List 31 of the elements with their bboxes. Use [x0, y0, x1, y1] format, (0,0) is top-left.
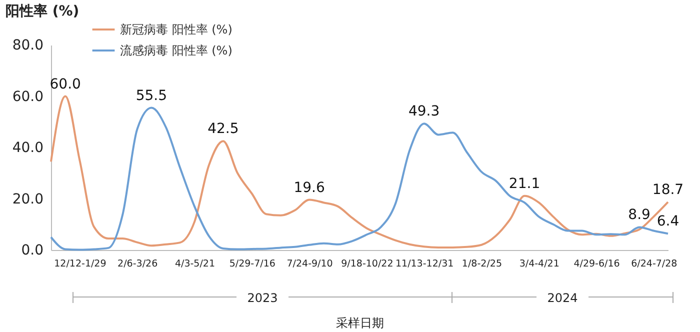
- text: 2023: [247, 291, 278, 305]
- data-label: 6.4: [656, 214, 680, 230]
- data-label: 42.5: [208, 121, 239, 138]
- text: 2024: [547, 291, 578, 305]
- x-tick-label: 3/4-4/21: [519, 258, 560, 270]
- legend-label: 新冠病毒 阳性率 (%): [120, 22, 232, 36]
- x-tick-label: 11/13-12/31: [395, 258, 454, 270]
- legend-label: 流感病毒 阳性率 (%): [120, 44, 232, 58]
- x-tick-label: 6/24-7/28: [631, 258, 678, 270]
- x-axis-title: 采样日期: [336, 316, 384, 330]
- data-label: 18.7: [652, 182, 684, 198]
- x-tick-label: 5/29-7/16: [229, 258, 276, 270]
- x-tick-label: 1/8-2/25: [462, 258, 502, 270]
- data-label: 21.1: [508, 176, 540, 192]
- y-tick-label: 40.0: [12, 140, 44, 156]
- x-tick-label: 12/12-1/29: [54, 258, 106, 270]
- y-tick-label: 60.0: [12, 88, 44, 105]
- x-tick-label: 4/29-6/16: [574, 258, 620, 270]
- x-tick-label: 9/18-10/22: [341, 258, 394, 270]
- y-tick-label: 80.0: [12, 38, 44, 54]
- y-axis-title: 阳性率 (%): [6, 2, 80, 20]
- data-label: 60.0: [50, 76, 81, 92]
- data-label: 19.6: [294, 180, 325, 196]
- y-tick-label: 0.0: [21, 242, 44, 258]
- y-tick-label: 20.0: [12, 191, 44, 208]
- x-tick-label: 2/6-3/26: [118, 258, 158, 270]
- data-label: 55.5: [136, 88, 168, 104]
- x-tick-label: 4/3-5/21: [174, 258, 216, 270]
- data-label: 8.9: [628, 207, 650, 224]
- data-label: 49.3: [408, 104, 440, 120]
- x-tick-label: 7/24-9/10: [286, 258, 333, 270]
